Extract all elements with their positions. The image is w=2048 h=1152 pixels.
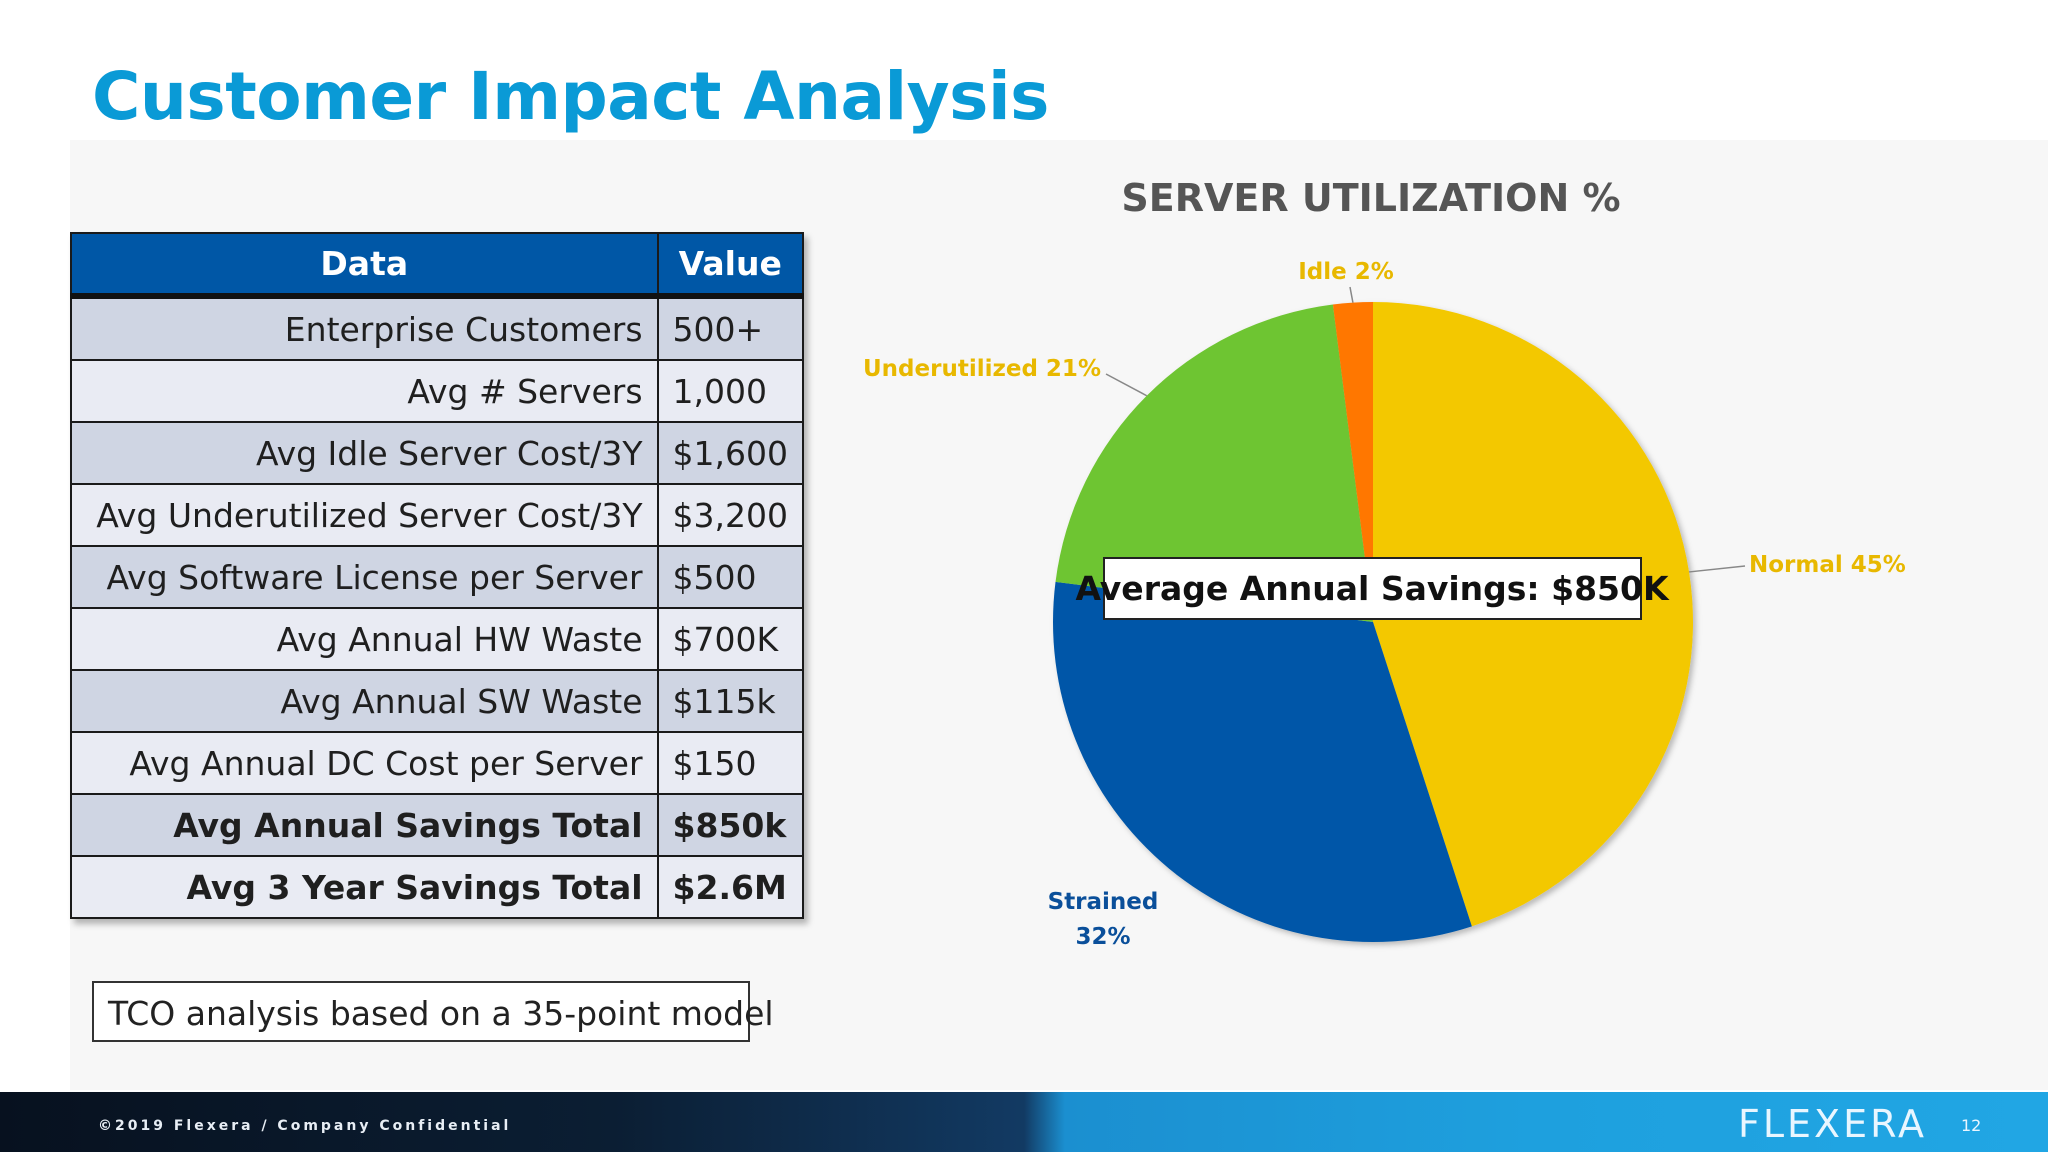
table-row: Avg Annual SW Waste $115k bbox=[70, 669, 805, 733]
savings-callout-text: Average Annual Savings: $850K bbox=[1075, 569, 1670, 608]
pie-chart: Normal 45% Strained 32% Underutilized 21… bbox=[863, 259, 1906, 950]
table-row: Avg # Servers 1,000 bbox=[70, 359, 805, 423]
slice-labels: Normal 45% Strained 32% Underutilized 21… bbox=[863, 259, 1906, 950]
row-label: Avg Annual Savings Total bbox=[70, 793, 659, 857]
table-row: Avg Annual HW Waste $700K bbox=[70, 607, 805, 671]
slice-label-strained: Strained bbox=[1048, 889, 1159, 915]
row-label: Avg Software License per Server bbox=[70, 545, 659, 609]
pie-slice-underutilized bbox=[1055, 304, 1373, 622]
slide-title: Customer Impact Analysis bbox=[92, 58, 1049, 135]
row-label: Avg Idle Server Cost/3Y bbox=[70, 421, 659, 485]
header-value: Value bbox=[656, 232, 805, 299]
row-value: $2.6M bbox=[656, 855, 805, 919]
table-row-total: Avg Annual Savings Total $850k bbox=[70, 793, 805, 857]
pie-slice-strained bbox=[1052, 581, 1472, 943]
footer-bar: ©2019 Flexera / Company Confidential FLE… bbox=[0, 1092, 2048, 1152]
page-number: 12 bbox=[1961, 1116, 1982, 1135]
data-table: Data Value Enterprise Customers 500+ Avg… bbox=[70, 232, 805, 919]
pie-slices bbox=[1052, 302, 1694, 943]
row-value: $115k bbox=[656, 669, 805, 733]
flexera-logo: FLEXERA bbox=[1738, 1102, 1927, 1146]
pie-slice-idle bbox=[1332, 302, 1373, 622]
row-label: Avg Annual HW Waste bbox=[70, 607, 659, 671]
leader-line-idle bbox=[1349, 286, 1354, 303]
table-row: Avg Idle Server Cost/3Y $1,600 bbox=[70, 421, 805, 485]
leader-lines bbox=[1105, 286, 1746, 573]
row-label: Avg # Servers bbox=[70, 359, 659, 423]
savings-callout: Average Annual Savings: $850K bbox=[1075, 557, 1670, 620]
row-label: Avg 3 Year Savings Total bbox=[70, 855, 659, 919]
row-value: $500 bbox=[656, 545, 805, 609]
table-row: Enterprise Customers 500+ bbox=[70, 295, 805, 361]
slice-label-strained-value: 32% bbox=[1075, 924, 1130, 950]
chart-title: SERVER UTILIZATION % bbox=[1121, 176, 1621, 220]
slice-label-normal: Normal 45% bbox=[1749, 552, 1906, 578]
slice-label-idle: Idle 2% bbox=[1298, 259, 1394, 285]
tco-note: TCO analysis based on a 35-point model bbox=[92, 981, 774, 1042]
header-data: Data bbox=[70, 232, 659, 299]
table-row-total: Avg 3 Year Savings Total $2.6M bbox=[70, 855, 805, 919]
table-header-row: Data Value bbox=[70, 232, 805, 299]
slice-label-underutilized: Underutilized 21% bbox=[863, 356, 1101, 382]
row-value: 500+ bbox=[656, 295, 805, 361]
row-label: Avg Underutilized Server Cost/3Y bbox=[70, 483, 659, 547]
leader-line-underutilized bbox=[1105, 373, 1148, 397]
leader-line-normal bbox=[1688, 565, 1746, 573]
table-row: Avg Underutilized Server Cost/3Y $3,200 bbox=[70, 483, 805, 547]
row-label: Avg Annual DC Cost per Server bbox=[70, 731, 659, 795]
row-label: Enterprise Customers bbox=[70, 295, 659, 361]
row-value: 1,000 bbox=[656, 359, 805, 423]
table-row: Avg Software License per Server $500 bbox=[70, 545, 805, 609]
row-value: $150 bbox=[656, 731, 805, 795]
copyright-text: ©2019 Flexera / Company Confidential bbox=[98, 1118, 512, 1134]
row-value: $1,600 bbox=[656, 421, 805, 485]
row-value: $700K bbox=[656, 607, 805, 671]
row-value: $3,200 bbox=[656, 483, 805, 547]
row-label: Avg Annual SW Waste bbox=[70, 669, 659, 733]
table-row: Avg Annual DC Cost per Server $150 bbox=[70, 731, 805, 795]
row-value: $850k bbox=[656, 793, 805, 857]
